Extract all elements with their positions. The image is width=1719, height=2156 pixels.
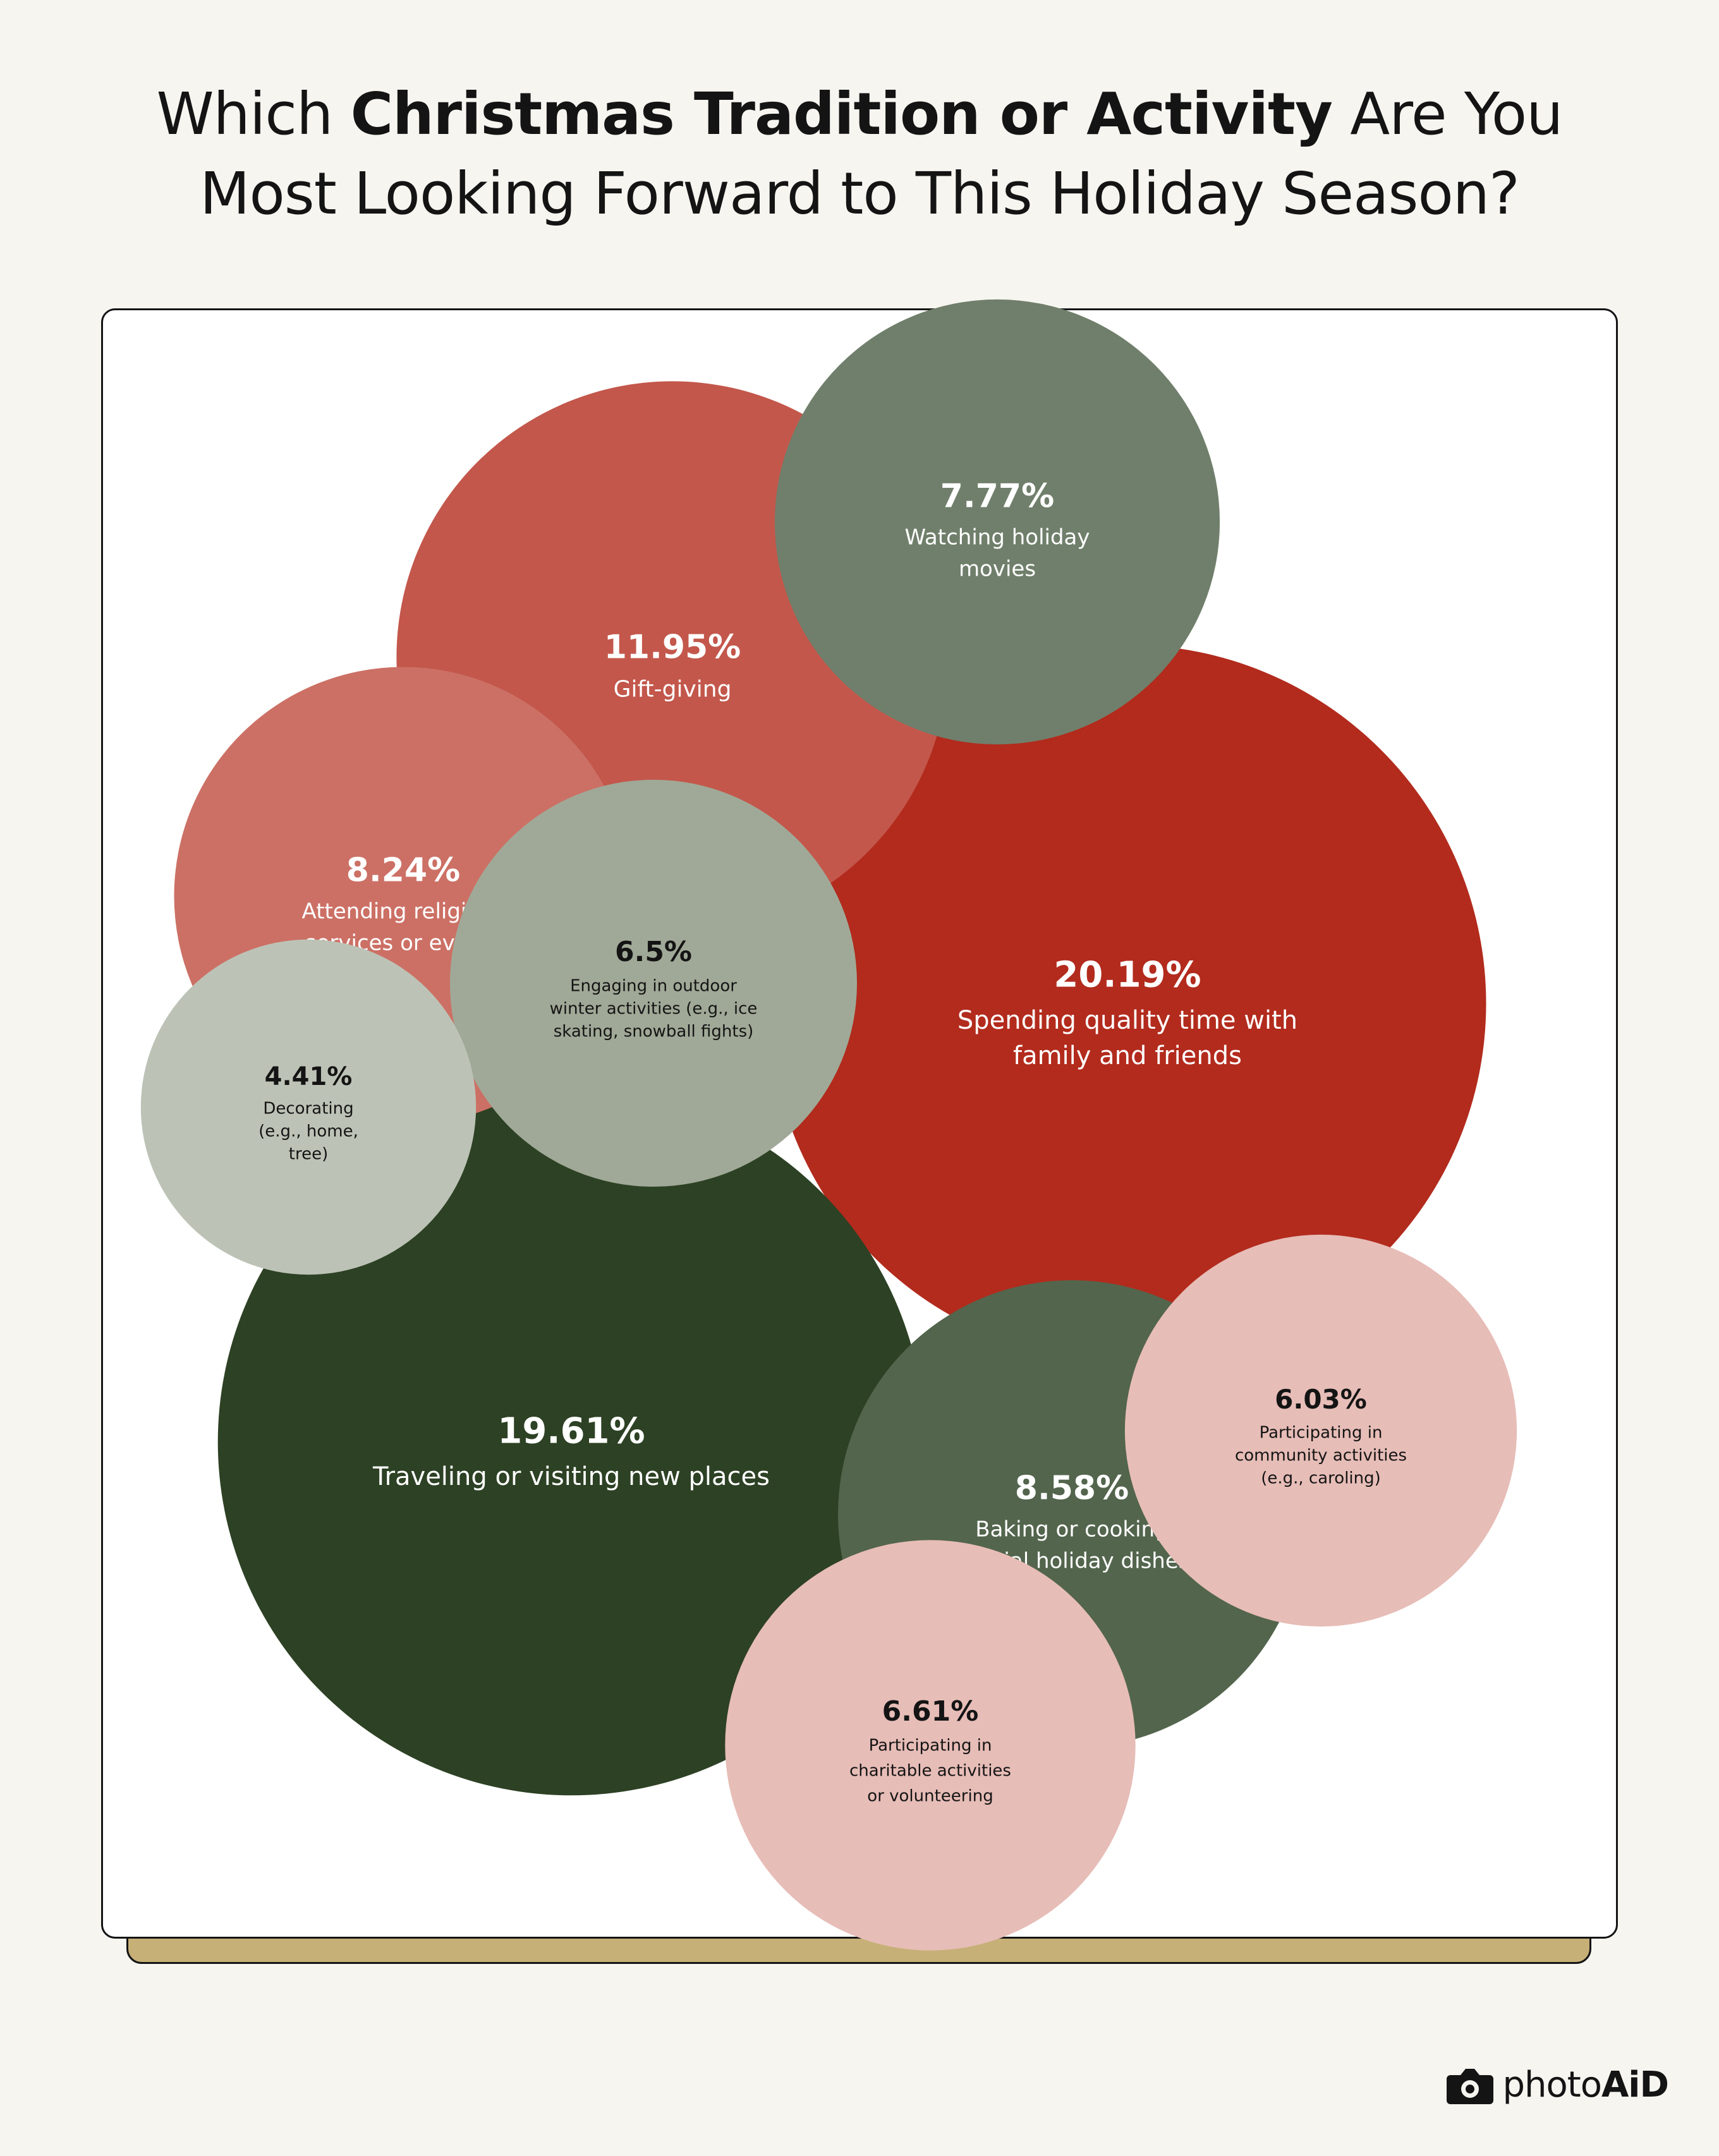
bubble-value-label: 6.5%: [615, 936, 692, 968]
brand-name: photoAiD: [1502, 2064, 1669, 2105]
bubble-category-label: community activities: [1235, 1446, 1407, 1465]
brand-name-regular: photo: [1502, 2064, 1602, 2105]
bubble-circle: [768, 645, 1486, 1362]
bubble-circle: [774, 299, 1220, 745]
bubble-value-label: 11.95%: [604, 628, 741, 666]
bubble-category-label: or volunteering: [867, 1787, 993, 1806]
camera-icon: [1447, 2068, 1494, 2104]
bubble-value-label: 20.19%: [1054, 954, 1201, 995]
bubble-category-label: Watching holiday: [904, 525, 1090, 550]
bubble-category-label: charitable activities: [849, 1762, 1011, 1781]
bubble-value-label: 4.41%: [265, 1062, 353, 1091]
bubble-category-label: Participating in: [1260, 1424, 1383, 1443]
bubble-circle: [1124, 1234, 1517, 1627]
chart-title: Which Christmas Tradition or Activity Ar…: [101, 75, 1618, 234]
bubble-circle: [450, 780, 857, 1187]
title-line2: Most Looking Forward to This Holiday Sea…: [200, 160, 1520, 227]
bubble-value-label: 8.58%: [1015, 1469, 1129, 1507]
bubble-9: 6.03% Participating in community activitie…: [1124, 1234, 1517, 1627]
bubble-category-label: movies: [959, 557, 1036, 582]
bubble-category-label: Baking or cooking: [975, 1517, 1168, 1542]
bubble-value-label: 8.24%: [346, 851, 460, 889]
bubble-value-label: 19.61%: [497, 1410, 645, 1451]
bubble-value-label: 6.61%: [882, 1695, 979, 1728]
bubble-10: 4.41% Decorating (e.g., home, tree): [140, 939, 477, 1275]
title-part1: Which: [156, 80, 351, 148]
bubble-7: 6.61% Participating in charitable activiti…: [725, 1540, 1136, 1951]
bubble-value-label: 6.03%: [1275, 1384, 1367, 1415]
title-bold: Christmas Tradition or Activity: [350, 80, 1333, 148]
bubble-category-label: family and friends: [1013, 1041, 1242, 1070]
title-part2: Are You: [1332, 80, 1563, 148]
bubble-category-label: Participating in: [869, 1736, 992, 1755]
bubble-category-label: Traveling or visiting new places: [372, 1462, 770, 1491]
bubble-category-label: (e.g., caroling): [1261, 1469, 1381, 1488]
bubble-category-label: winter activities (e.g., ice: [550, 1000, 758, 1019]
bubble-2: 19.61% Traveling or visiting new places: [217, 1088, 925, 1796]
bubble-category-label: Engaging in outdoor: [570, 977, 737, 996]
bubble-category-label: Gift-giving: [614, 676, 732, 702]
bubble-circle: [217, 1088, 925, 1796]
bubble-circle: [140, 939, 477, 1275]
bubble-category-label: skating, snowball fights): [554, 1022, 754, 1041]
bubble-6: 7.77% Watching holiday movies: [774, 299, 1220, 745]
brand-name-bold: AiD: [1601, 2064, 1669, 2105]
bubble-circle: [725, 1540, 1136, 1951]
brand-logo: photoAiD: [1447, 2064, 1669, 2105]
bubble-1: 20.19% Spending quality time with family a…: [768, 645, 1486, 1362]
bubble-category-label: Decorating: [263, 1099, 353, 1118]
bubble-category-label: tree): [289, 1144, 328, 1163]
bubble-category-label: (e.g., home,: [258, 1122, 358, 1141]
bubble-8: 6.5% Engaging in outdoor winter activities…: [450, 780, 857, 1187]
bubble-value-label: 7.77%: [940, 477, 1054, 515]
bubble-category-label: Spending quality time with: [957, 1006, 1297, 1035]
